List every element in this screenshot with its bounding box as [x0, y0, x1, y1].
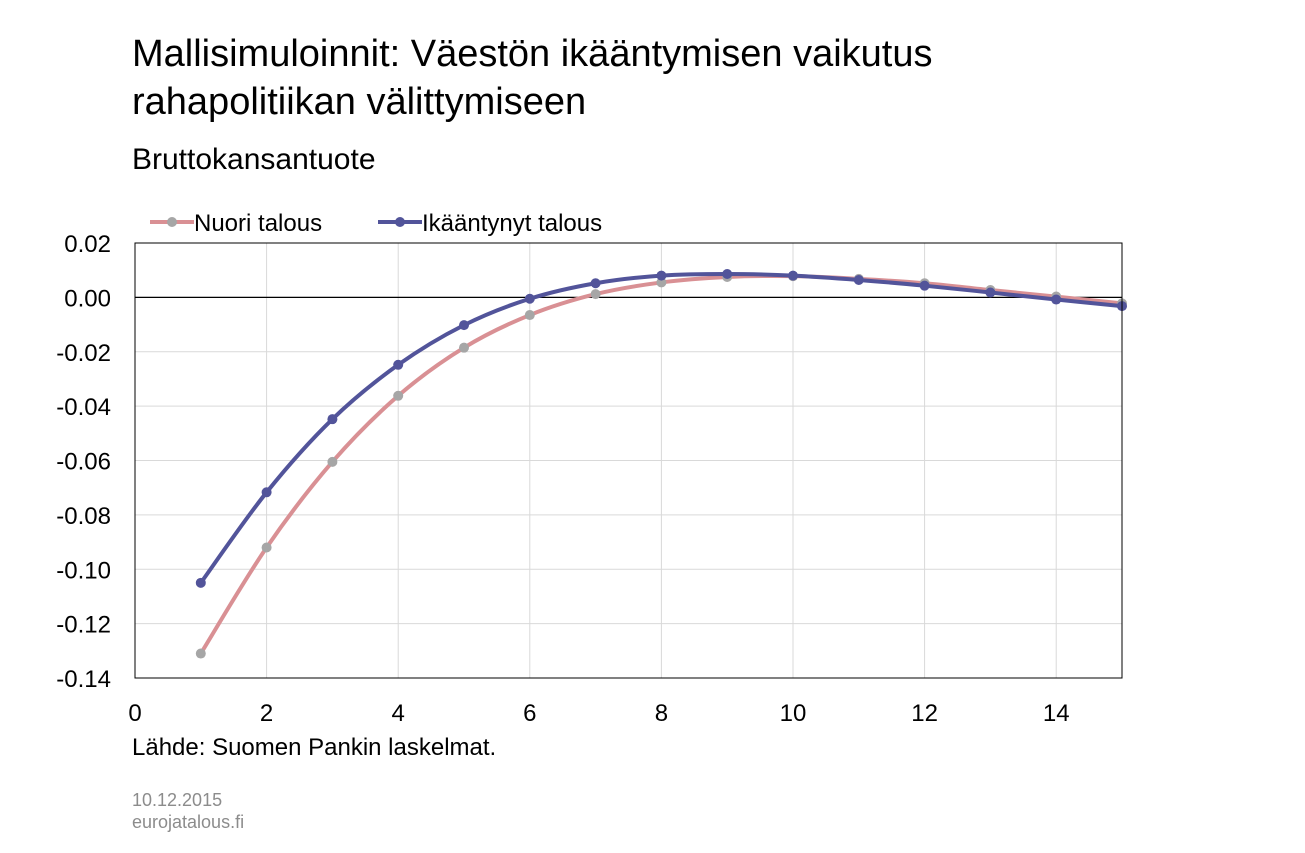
y-tick-label: 0.00 [64, 285, 111, 312]
data-point [327, 414, 338, 425]
x-tick-label: 4 [392, 700, 405, 727]
series-layer [195, 268, 1127, 659]
legend-label: Nuori talous [194, 210, 322, 237]
data-point [195, 577, 206, 588]
data-point [985, 287, 996, 298]
y-axis: 0.02 0.00 -0.02 -0.04 -0.06 -0.08 -0.10 -0.12 -0… [56, 231, 111, 693]
y-tick-label: -0.02 [56, 340, 111, 367]
data-point [459, 320, 469, 331]
data-point [590, 289, 601, 300]
y-tick-label: 0.02 [64, 231, 111, 258]
data-point [261, 542, 272, 553]
data-point [524, 293, 535, 304]
grid-lines [134, 242, 1122, 679]
data-point [656, 270, 667, 281]
x-tick-label: 14 [1043, 700, 1070, 727]
data-point [393, 359, 404, 370]
data-point [524, 310, 535, 321]
site-name: eurojatalous.fi [132, 812, 245, 832]
data-point [195, 648, 206, 659]
x-tick-label: 12 [911, 700, 938, 727]
legend-label: Ikääntynyt talous [422, 210, 602, 237]
legend-marker [395, 217, 405, 227]
chart-title: Mallisimuloinnit: Väestön ikääntymisen v… [132, 33, 933, 123]
chart-subtitle: Bruttokansantuote [132, 143, 376, 176]
x-tick-label: 2 [260, 700, 273, 727]
legend: Nuori talous Ikääntynyt talous [150, 210, 602, 237]
data-point [393, 390, 404, 401]
y-tick-label: -0.14 [56, 666, 111, 693]
data-point [1051, 294, 1062, 305]
y-tick-label: -0.10 [56, 557, 111, 584]
x-tick-label: 0 [128, 700, 141, 727]
data-point [261, 487, 272, 498]
legend-marker [167, 217, 177, 227]
x-tick-label: 6 [523, 700, 536, 727]
y-tick-label: -0.04 [56, 394, 111, 421]
x-axis: 0 2 4 6 8 10 12 14 [128, 700, 1069, 727]
data-point [590, 278, 601, 289]
data-point [327, 456, 338, 467]
data-point [853, 274, 864, 285]
y-tick-label: -0.06 [56, 449, 111, 476]
y-tick-label: -0.12 [56, 612, 111, 639]
y-tick-label: -0.08 [56, 503, 111, 530]
data-point [459, 342, 469, 353]
publish-date: 10.12.2015 [132, 790, 223, 810]
plot-frame [134, 242, 1123, 679]
x-tick-label: 8 [655, 700, 668, 727]
series-2 [195, 268, 1127, 588]
data-point [722, 268, 733, 279]
legend-item-1: Nuori talous [150, 210, 322, 237]
legend-item-2: Ikääntynyt talous [378, 210, 602, 237]
source-note: Lähde: Suomen Pankin laskelmat. [132, 734, 497, 761]
x-tick-label: 10 [780, 700, 807, 727]
data-point [919, 280, 930, 291]
data-point [788, 270, 798, 281]
